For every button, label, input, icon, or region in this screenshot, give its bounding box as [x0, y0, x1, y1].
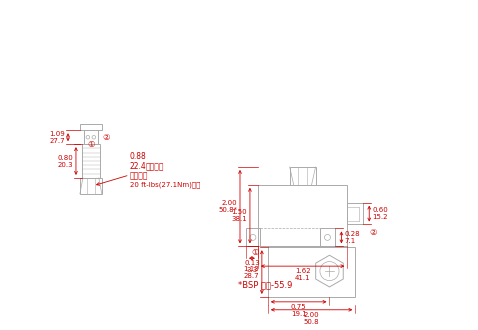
Bar — [82, 144, 100, 178]
Text: 0.80
20.3: 0.80 20.3 — [57, 154, 73, 168]
Text: ②: ② — [369, 228, 377, 238]
Text: 0.60
15.2: 0.60 15.2 — [372, 207, 388, 220]
Text: 安装扭矩: 安装扭矩 — [130, 171, 148, 180]
Text: 0.88
22.4: 0.88 22.4 — [130, 151, 146, 171]
Text: ②: ② — [103, 133, 110, 142]
Text: 0.75
19.1: 0.75 19.1 — [291, 304, 306, 317]
Bar — [258, 185, 348, 246]
Text: 2.00
50.8: 2.00 50.8 — [304, 312, 319, 325]
Text: ①: ① — [87, 140, 95, 149]
Text: ①: ① — [251, 248, 259, 257]
Text: 0.13
3.3: 0.13 3.3 — [244, 260, 260, 273]
Text: 对边宽度: 对边宽度 — [145, 162, 164, 171]
Text: 1.62
41.1: 1.62 41.1 — [295, 268, 310, 281]
Bar — [80, 124, 102, 130]
Text: 2.00
50.8*: 2.00 50.8* — [218, 200, 237, 213]
Text: 20 ft-lbs(27.1Nm)最大: 20 ft-lbs(27.1Nm)最大 — [130, 181, 200, 188]
Text: 1.13
28.7: 1.13 28.7 — [243, 266, 259, 279]
Text: 1.09
27.7: 1.09 27.7 — [49, 131, 65, 144]
Bar — [80, 178, 102, 194]
Text: 0.28
7.1: 0.28 7.1 — [344, 231, 360, 244]
Bar — [84, 130, 98, 144]
Bar — [319, 228, 336, 246]
Bar — [268, 247, 355, 297]
Bar — [290, 167, 315, 185]
Text: 1.50
38.1: 1.50 38.1 — [231, 209, 247, 222]
Text: *BSP 阀块-55.9: *BSP 阀块-55.9 — [238, 280, 293, 289]
Bar — [348, 203, 363, 224]
Bar — [246, 228, 260, 246]
Bar — [260, 228, 319, 246]
